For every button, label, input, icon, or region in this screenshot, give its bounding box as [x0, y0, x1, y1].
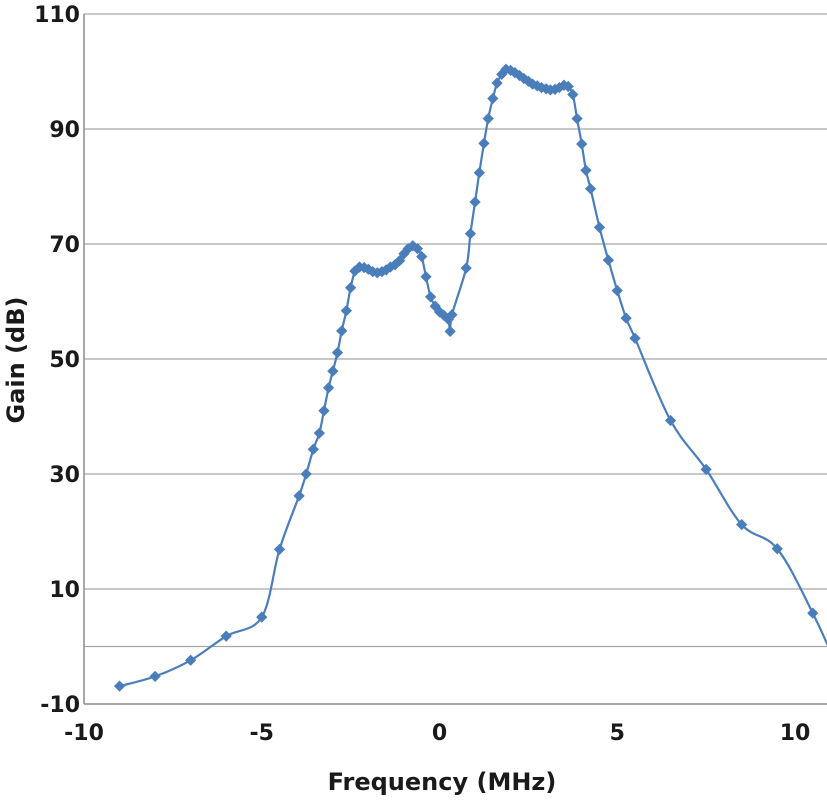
y-tick-label: 10: [49, 578, 80, 603]
data-point-diamond: [411, 242, 424, 255]
data-point-diamond: [580, 164, 592, 177]
grid-lines: [84, 13, 827, 648]
data-point-diamond: [331, 347, 344, 359]
data-point-diamond: [149, 670, 161, 683]
data-point-diamond: [394, 255, 406, 267]
data-point-diamond: [273, 543, 286, 555]
x-tick-label: 5: [610, 721, 625, 746]
data-point-diamond: [487, 92, 499, 105]
data-point-diamond: [736, 518, 748, 531]
data-point-diamond: [562, 80, 574, 93]
data-point-diamond: [482, 113, 494, 125]
data-point-diamond: [611, 284, 623, 297]
data-point-diamond: [322, 382, 335, 394]
data-point-diamond: [345, 282, 357, 294]
data-point-diamond: [491, 77, 503, 89]
data-point-diamond: [327, 365, 339, 377]
x-tick-label: 10: [780, 721, 811, 746]
y-tick-label: 90: [49, 118, 80, 143]
data-point-diamond: [407, 240, 419, 252]
data-point-diamond: [446, 309, 458, 321]
data-point-diamond: [584, 183, 597, 195]
data-point-diamond: [336, 325, 348, 337]
y-tick-label: 30: [49, 463, 80, 488]
data-point-diamond: [300, 468, 312, 480]
data-point-diamond: [293, 490, 305, 502]
data-point-diamond: [478, 137, 490, 149]
y-tick-label: 110: [34, 3, 80, 28]
data-point-diamond: [340, 305, 352, 317]
data-point-diamond: [307, 443, 319, 455]
data-point-diamond: [416, 251, 428, 263]
data-point-diamond: [593, 221, 606, 233]
y-tick-label: -10: [40, 693, 80, 718]
data-point-diamond: [473, 167, 485, 179]
data-point-diamond: [424, 291, 437, 303]
data-point-diamond: [318, 405, 330, 417]
data-point-diamond: [313, 427, 325, 439]
data-point-diamond: [576, 138, 588, 150]
x-tick-labels: -10 -5 0 5 10: [64, 721, 810, 746]
x-axis-title: Frequency (MHz): [328, 768, 557, 796]
x-tick-label: -10: [64, 721, 104, 746]
y-tick-label: 70: [49, 233, 80, 258]
data-point-diamond: [602, 254, 614, 266]
data-point-diamond: [469, 196, 481, 208]
data-point-diamond: [464, 228, 477, 240]
data-point-diamond: [220, 630, 232, 642]
data-point-diamond: [433, 306, 446, 318]
data-point-diamond: [807, 607, 819, 619]
data-point-diamond: [771, 543, 783, 555]
data-point-diamond: [567, 88, 579, 101]
data-point-diamond: [571, 113, 583, 125]
x-tick-label: 0: [432, 721, 447, 746]
data-point-diamond: [460, 262, 472, 274]
data-point-diamond: [664, 414, 677, 427]
series-line: [119, 67, 827, 688]
data-point-diamond: [620, 312, 632, 324]
data-point-diamond: [420, 271, 432, 283]
data-point-diamond: [113, 680, 126, 692]
y-axis-title: Gain (dB): [2, 297, 30, 424]
x-tick-label: -5: [250, 721, 274, 746]
data-point-diamond: [700, 463, 712, 476]
y-tick-labels: -10 10 30 50 70 90 110: [34, 3, 80, 718]
y-tick-label: 50: [49, 348, 80, 373]
data-point-diamond: [185, 654, 197, 666]
data-point-diamond: [256, 611, 268, 623]
series-layer: [113, 63, 827, 692]
axes: [83, 14, 827, 705]
data-point-diamond: [629, 332, 641, 344]
data-point-diamond: [444, 325, 456, 338]
